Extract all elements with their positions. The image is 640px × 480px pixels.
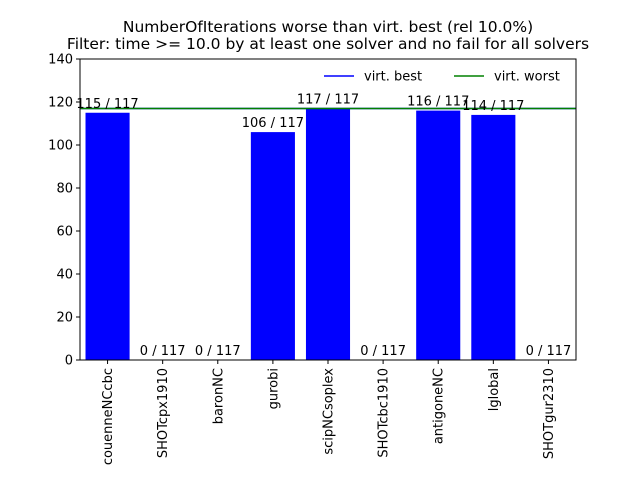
y-tick-label: 140: [48, 53, 73, 68]
bar-value-label: 115 / 117: [76, 97, 138, 112]
x-tick-label: scipNCsoplex: [322, 368, 337, 455]
y-tick-label: 100: [48, 139, 73, 154]
bar-antigoneNC: [416, 110, 461, 360]
legend-label: virt. best: [364, 70, 422, 85]
bar-value-label: 114 / 117: [462, 99, 524, 114]
bar-couenneNCcbc: [85, 112, 130, 360]
y-tick-label: 80: [56, 182, 73, 197]
bar-scipNCsoplex: [305, 108, 351, 360]
x-tick-label: antigoneNC: [432, 368, 447, 444]
x-tick-label: couenneNCcbc: [101, 368, 116, 465]
y-tick-label: 20: [56, 311, 73, 326]
bar-value-label: 0 / 117: [526, 344, 572, 359]
bar-value-label: 0 / 117: [360, 344, 406, 359]
y-tick-label: 60: [56, 225, 73, 240]
x-tick-label: SHOTcpx1910: [156, 368, 171, 458]
x-tick-label: baronNC: [211, 368, 226, 424]
y-tick-label: 120: [48, 96, 73, 111]
bar-lglobal: [471, 114, 516, 361]
bar-value-label: 116 / 117: [407, 95, 469, 110]
y-tick-label: 0: [65, 354, 73, 369]
chart-title: NumberOfIterations worse than virt. best…: [123, 18, 533, 36]
legend-label: virt. worst: [494, 70, 560, 85]
x-tick-label: lglobal: [487, 368, 502, 411]
x-tick-label: SHOTgur2310: [542, 368, 557, 459]
bar-value-label: 0 / 117: [195, 344, 241, 359]
chart-subtitle: Filter: time >= 10.0 by at least one sol…: [67, 35, 589, 53]
plot-area: 115 / 117 0 / 117 0 / 117 106 / 117 117 / 11…: [48, 53, 577, 465]
bar-value-label: 106 / 117: [242, 116, 304, 131]
y-tick-label: 40: [56, 268, 73, 283]
x-tick-label: gurobi: [266, 368, 281, 409]
bar-gurobi: [250, 132, 295, 360]
bar-value-label: 117 / 117: [297, 92, 359, 107]
x-tick-label: SHOTcbc1910: [377, 368, 392, 458]
bar-value-label: 0 / 117: [140, 344, 186, 359]
